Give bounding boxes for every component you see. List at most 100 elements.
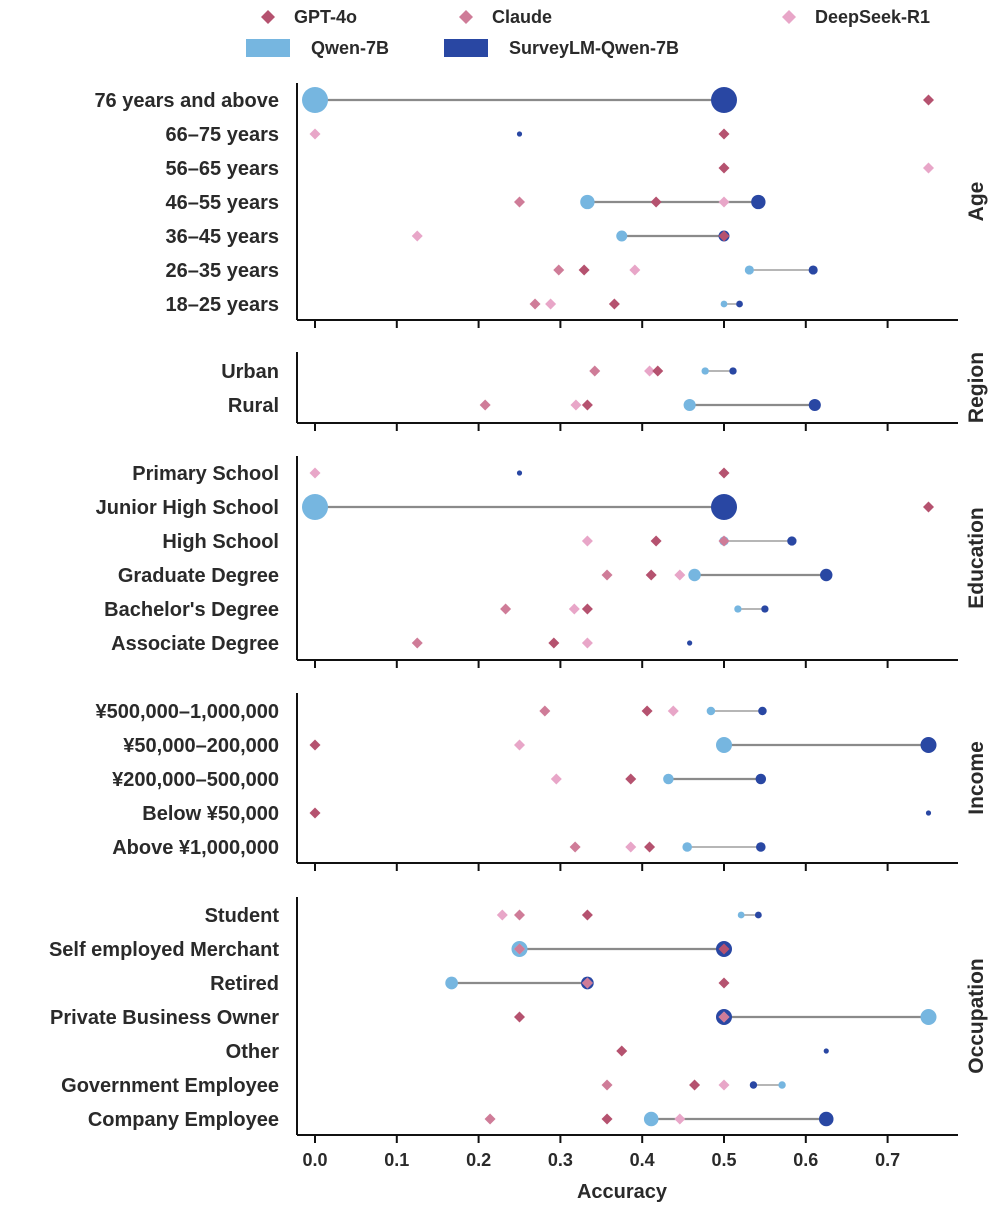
point-gpt-4o <box>923 94 934 106</box>
point-qwen-7b <box>682 842 692 852</box>
point-deepseek-r1 <box>411 230 423 242</box>
point-qwen-7b <box>643 1111 659 1127</box>
category-label: 76 years and above <box>94 90 279 112</box>
point-deepseek-r1 <box>309 467 321 479</box>
legend-marker-claude <box>459 10 473 24</box>
point-gpt-4o <box>652 365 664 377</box>
category-label: Company Employee <box>88 1109 279 1131</box>
point-gpt-4o <box>689 1079 701 1091</box>
point-surveylm-qwen-7b <box>823 1048 829 1054</box>
point-gpt-4o <box>608 298 620 310</box>
point-surveylm-qwen-7b <box>920 737 937 753</box>
legend-item-surveylm-qwen-7b: SurveyLM-Qwen-7B <box>444 38 679 58</box>
point-deepseek-r1 <box>568 603 580 615</box>
point-qwen-7b <box>744 265 754 275</box>
point-deepseek-r1 <box>625 841 637 853</box>
row-50-000-200-000: ¥50,000–200,000 <box>123 735 937 757</box>
point-claude <box>581 977 593 989</box>
panel-education: Education Primary School Junior High Schoo… <box>96 456 988 668</box>
point-qwen-7b <box>716 737 732 753</box>
row-primary-school: Primary School <box>132 463 730 485</box>
legend-label: Qwen-7B <box>311 38 389 58</box>
category-label: Retired <box>210 973 279 995</box>
row-rural: Rural <box>228 395 821 417</box>
category-label: ¥500,000–1,000,000 <box>95 701 279 723</box>
legend-marker-qwen-7b <box>246 39 290 57</box>
row-below-50-000: Below ¥50,000 <box>142 803 932 825</box>
point-deepseek-r1 <box>309 128 321 140</box>
row-graduate-degree: Graduate Degree <box>118 565 833 587</box>
row-self-employed-merchant: Self employed Merchant <box>49 939 732 961</box>
point-claude <box>529 298 541 310</box>
point-claude <box>569 841 581 853</box>
row-private-business-owner: Private Business Owner <box>50 1007 937 1029</box>
point-qwen-7b <box>706 706 716 716</box>
category-label: Student <box>205 905 280 927</box>
category-label: Self employed Merchant <box>49 939 279 961</box>
point-gpt-4o <box>309 739 321 751</box>
legend-item-deepseek-r1: DeepSeek-R1 <box>782 7 930 27</box>
point-surveylm-qwen-7b <box>808 398 821 412</box>
point-gpt-4o <box>645 569 657 581</box>
row-bachelor-s-degree: Bachelor's Degree <box>104 599 769 621</box>
point-gpt-4o <box>650 196 662 208</box>
point-gpt-4o <box>923 501 934 513</box>
category-label: 46–55 years <box>166 192 279 214</box>
x-tick-label: 0.2 <box>466 1150 491 1170</box>
point-qwen-7b <box>445 976 458 990</box>
category-label: Other <box>226 1041 280 1063</box>
point-claude <box>601 1079 613 1091</box>
point-qwen-7b <box>616 230 628 242</box>
point-surveylm-qwen-7b <box>729 367 737 375</box>
legend-item-qwen-7b: Qwen-7B <box>246 38 389 58</box>
point-deepseek-r1 <box>496 909 508 921</box>
panel-income: Income ¥500,000–1,000,000 ¥50,000–200,000 ¥… <box>95 693 988 871</box>
point-claude <box>589 365 601 377</box>
point-claude <box>601 569 613 581</box>
x-tick-label: 0.0 <box>302 1150 327 1170</box>
point-qwen-7b <box>734 605 742 613</box>
category-label: Rural <box>228 395 279 417</box>
point-gpt-4o <box>644 841 656 853</box>
point-claude <box>411 637 423 649</box>
point-deepseek-r1 <box>545 298 557 310</box>
group-title-age: Age <box>965 182 988 222</box>
row-above-1-000-000: Above ¥1,000,000 <box>112 837 766 859</box>
point-claude <box>514 943 525 955</box>
category-label: 26–35 years <box>166 260 279 282</box>
point-surveylm-qwen-7b <box>761 605 769 613</box>
row-46-55-years: 46–55 years <box>166 192 766 214</box>
row-76-years-and-above: 76 years and above <box>94 87 934 113</box>
legend: GPT-4o Claude DeepSeek-R1 Qwen-7B SurveyLM-Q… <box>246 7 930 58</box>
point-qwen-7b <box>920 1009 937 1025</box>
row-junior-high-school: Junior High School <box>96 494 934 520</box>
category-label: Primary School <box>132 463 279 485</box>
point-qwen-7b <box>663 773 674 785</box>
panel-age: Age 76 years and above 66–75 years 56–65 ye… <box>94 83 988 328</box>
point-qwen-7b <box>737 911 745 919</box>
point-qwen-7b <box>688 568 701 582</box>
point-surveylm-qwen-7b <box>818 1111 834 1127</box>
point-deepseek-r1 <box>581 535 593 547</box>
point-gpt-4o <box>718 230 730 242</box>
point-surveylm-qwen-7b <box>687 640 693 646</box>
point-deepseek-r1 <box>514 739 525 751</box>
panels: Age 76 years and above 66–75 years 56–65 ye… <box>49 83 988 1143</box>
point-claude <box>718 1011 730 1023</box>
row-500-000-1-000-000: ¥500,000–1,000,000 <box>95 701 767 723</box>
point-surveylm-qwen-7b <box>756 842 766 852</box>
legend-item-gpt-4o: GPT-4o <box>261 7 357 27</box>
category-label: ¥50,000–200,000 <box>123 735 279 757</box>
category-label: 18–25 years <box>166 294 279 316</box>
row-high-school: High School <box>162 531 797 553</box>
point-surveylm-qwen-7b <box>808 265 818 275</box>
legend-label: SurveyLM-Qwen-7B <box>509 38 679 58</box>
row-56-65-years: 56–65 years <box>166 158 934 180</box>
category-label: High School <box>162 531 279 553</box>
point-gpt-4o <box>718 128 730 140</box>
point-claude <box>539 705 551 717</box>
point-gpt-4o <box>601 1113 613 1125</box>
category-label: 36–45 years <box>166 226 279 248</box>
point-surveylm-qwen-7b <box>820 568 833 582</box>
